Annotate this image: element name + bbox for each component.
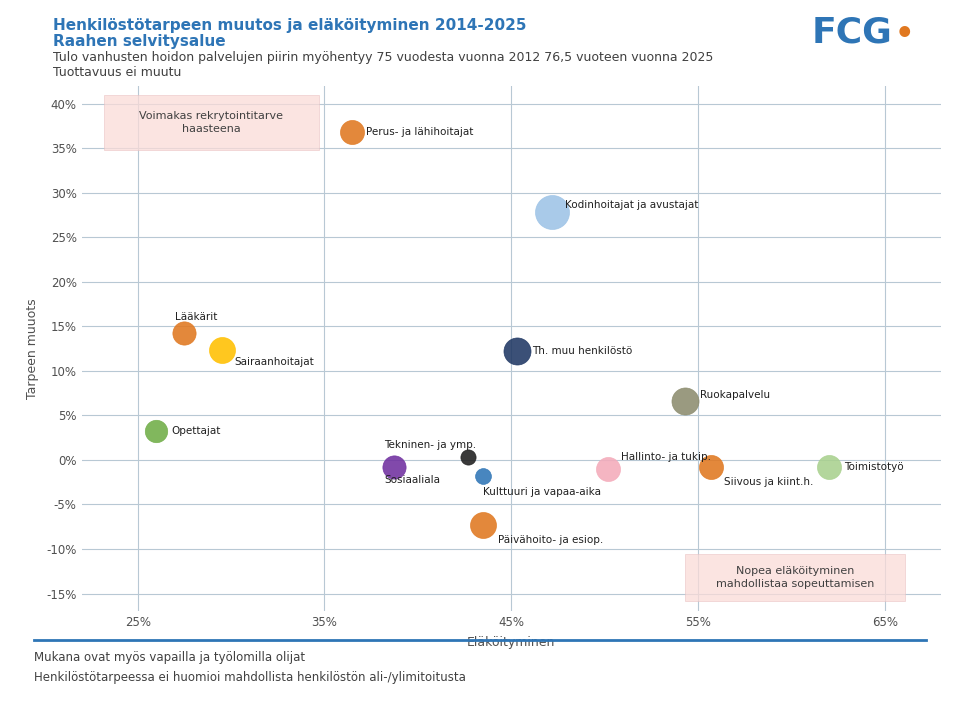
Text: Henkilöstötarpeen muutos ja eläköityminen 2014-2025: Henkilöstötarpeen muutos ja eläköitymine… — [53, 18, 526, 33]
Text: Sosiaaliala: Sosiaaliala — [384, 475, 441, 485]
Text: Raahen selvitysalue: Raahen selvitysalue — [53, 34, 226, 49]
Point — [475, 519, 491, 531]
Point — [461, 451, 476, 463]
Point — [704, 461, 719, 473]
Text: Ruokapalvelu: Ruokapalvelu — [700, 390, 770, 400]
Text: Lääkärit: Lääkärit — [175, 312, 217, 322]
Text: Sairaanhoitajat: Sairaanhoitajat — [235, 357, 315, 367]
FancyBboxPatch shape — [684, 554, 905, 601]
Point — [544, 207, 560, 218]
Point — [386, 461, 401, 473]
Point — [601, 463, 616, 475]
Text: Tuottavuus ei muutu: Tuottavuus ei muutu — [53, 66, 181, 79]
Y-axis label: Tarpeen muuots: Tarpeen muuots — [27, 298, 39, 399]
FancyBboxPatch shape — [104, 94, 319, 150]
Text: Hallinto- ja tukip.: Hallinto- ja tukip. — [621, 452, 711, 462]
Text: •: • — [895, 20, 914, 49]
Text: Siivous ja kiint.h.: Siivous ja kiint.h. — [724, 477, 813, 487]
Text: Voimakas rekrytointitarve
haasteena: Voimakas rekrytointitarve haasteena — [139, 111, 283, 134]
Point — [149, 425, 164, 436]
Text: Perus- ja lähihoitajat: Perus- ja lähihoitajat — [366, 127, 473, 137]
Text: FCG: FCG — [811, 16, 892, 50]
Point — [509, 345, 524, 357]
Text: Mukana ovat myös vapailla ja työlomilla olijat: Mukana ovat myös vapailla ja työlomilla … — [34, 651, 304, 664]
Text: Tulo vanhusten hoidon palvelujen piirin myöhentyy 75 vuodesta vuonna 2012 76,5 v: Tulo vanhusten hoidon palvelujen piirin … — [53, 51, 713, 64]
X-axis label: Eläköityminen: Eläköityminen — [467, 636, 556, 649]
Point — [821, 461, 836, 473]
Point — [214, 345, 229, 356]
Text: Toimistotyö: Toimistotyö — [844, 462, 903, 472]
Text: Päivähoito- ja esiop.: Päivähoito- ja esiop. — [498, 535, 604, 545]
Point — [475, 470, 491, 482]
Text: Kulttuuri ja vapaa-aika: Kulttuuri ja vapaa-aika — [483, 487, 601, 497]
Text: Henkilöstötarpeessa ei huomioi mahdollista henkilöstön ali-/ylimitoitusta: Henkilöstötarpeessa ei huomioi mahdollis… — [34, 671, 466, 684]
Point — [677, 395, 692, 407]
Point — [177, 327, 192, 339]
Point — [345, 127, 360, 138]
Text: Opettajat: Opettajat — [171, 425, 221, 435]
Text: Nopea eläköityminen
mahdollistaa sopeuttamisen: Nopea eläköityminen mahdollistaa sopeutt… — [716, 566, 875, 589]
Text: Th. muu henkilöstö: Th. muu henkilöstö — [532, 346, 632, 356]
Text: Tekninen- ja ymp.: Tekninen- ja ymp. — [384, 440, 476, 450]
Text: Kodinhoitajat ja avustajat: Kodinhoitajat ja avustajat — [565, 200, 699, 210]
